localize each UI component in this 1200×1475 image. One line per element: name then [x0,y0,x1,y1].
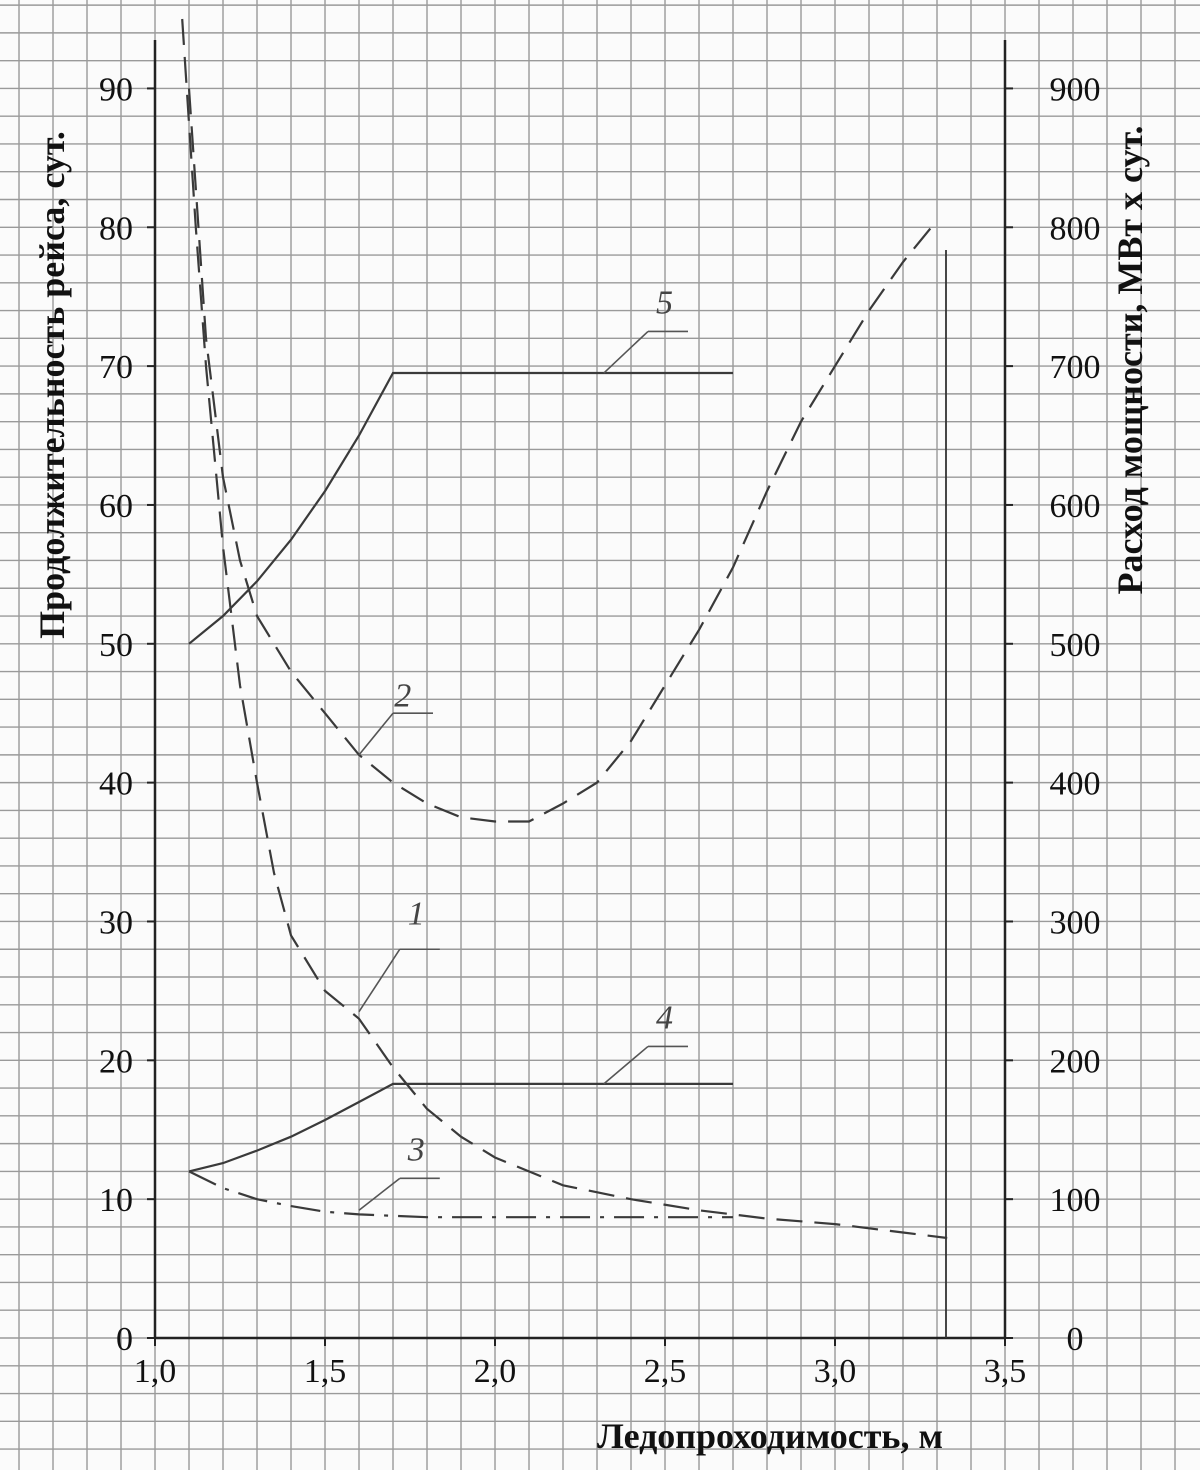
right-y-tick-label: 100 [1050,1182,1101,1219]
left-y-axis-title: Продолжительность рейса, сут. [32,131,72,639]
left-y-tick-label: 10 [99,1182,133,1219]
series-label-3: 3 [407,1131,425,1168]
series-label-1: 1 [408,895,425,932]
left-y-tick-label: 90 [99,71,133,108]
series-leader-4 [603,1045,649,1085]
series-label-5: 5 [656,285,673,322]
x-tick-label: 3,0 [814,1353,857,1390]
series-label-2: 2 [394,677,411,714]
series-label-4: 4 [656,1000,673,1037]
series-leader-1 [358,948,401,1013]
left-y-tick-label: 70 [99,349,133,386]
x-tick-label: 1,0 [134,1353,177,1390]
right-y-tick-label: 600 [1050,488,1101,525]
right-y-tick-label: 300 [1050,904,1101,941]
series-line-3 [188,1170,733,1219]
right-y-tick-label: 500 [1050,627,1101,664]
left-y-tick-label: 0 [116,1321,133,1358]
left-y-tick-label: 60 [99,488,133,525]
right-y-tick-label: 800 [1050,210,1101,247]
series-line-5 [188,371,733,645]
x-axis-title: Ледопроходимость, м [597,1416,943,1456]
series-line-2 [187,88,938,823]
x-tick-label: 1,5 [304,1353,347,1390]
left-y-tick-label: 50 [99,627,133,664]
left-y-tick-label: 20 [99,1043,133,1080]
right-y-axis-title: Расход мощности, МВт x сут. [1110,125,1150,594]
x-tick-label: 2,0 [474,1353,517,1390]
right-y-tick-label: 400 [1050,766,1101,803]
right-y-tick-label: 900 [1050,71,1101,108]
left-y-tick-label: 80 [99,210,133,247]
series-line-1 [181,18,948,1240]
right-y-tick-label: 0 [1067,1321,1084,1358]
series-line-4 [188,1082,733,1173]
series-leader-3 [358,1177,401,1211]
right-y-tick-label: 200 [1050,1043,1101,1080]
series-leader-5 [603,330,649,374]
series-leader-2 [358,712,394,756]
left-y-tick-label: 40 [99,766,133,803]
x-tick-label: 2,5 [644,1353,687,1390]
right-y-tick-label: 700 [1050,349,1101,386]
x-tick-label: 3,5 [984,1353,1027,1390]
left-y-tick-label: 30 [99,904,133,941]
